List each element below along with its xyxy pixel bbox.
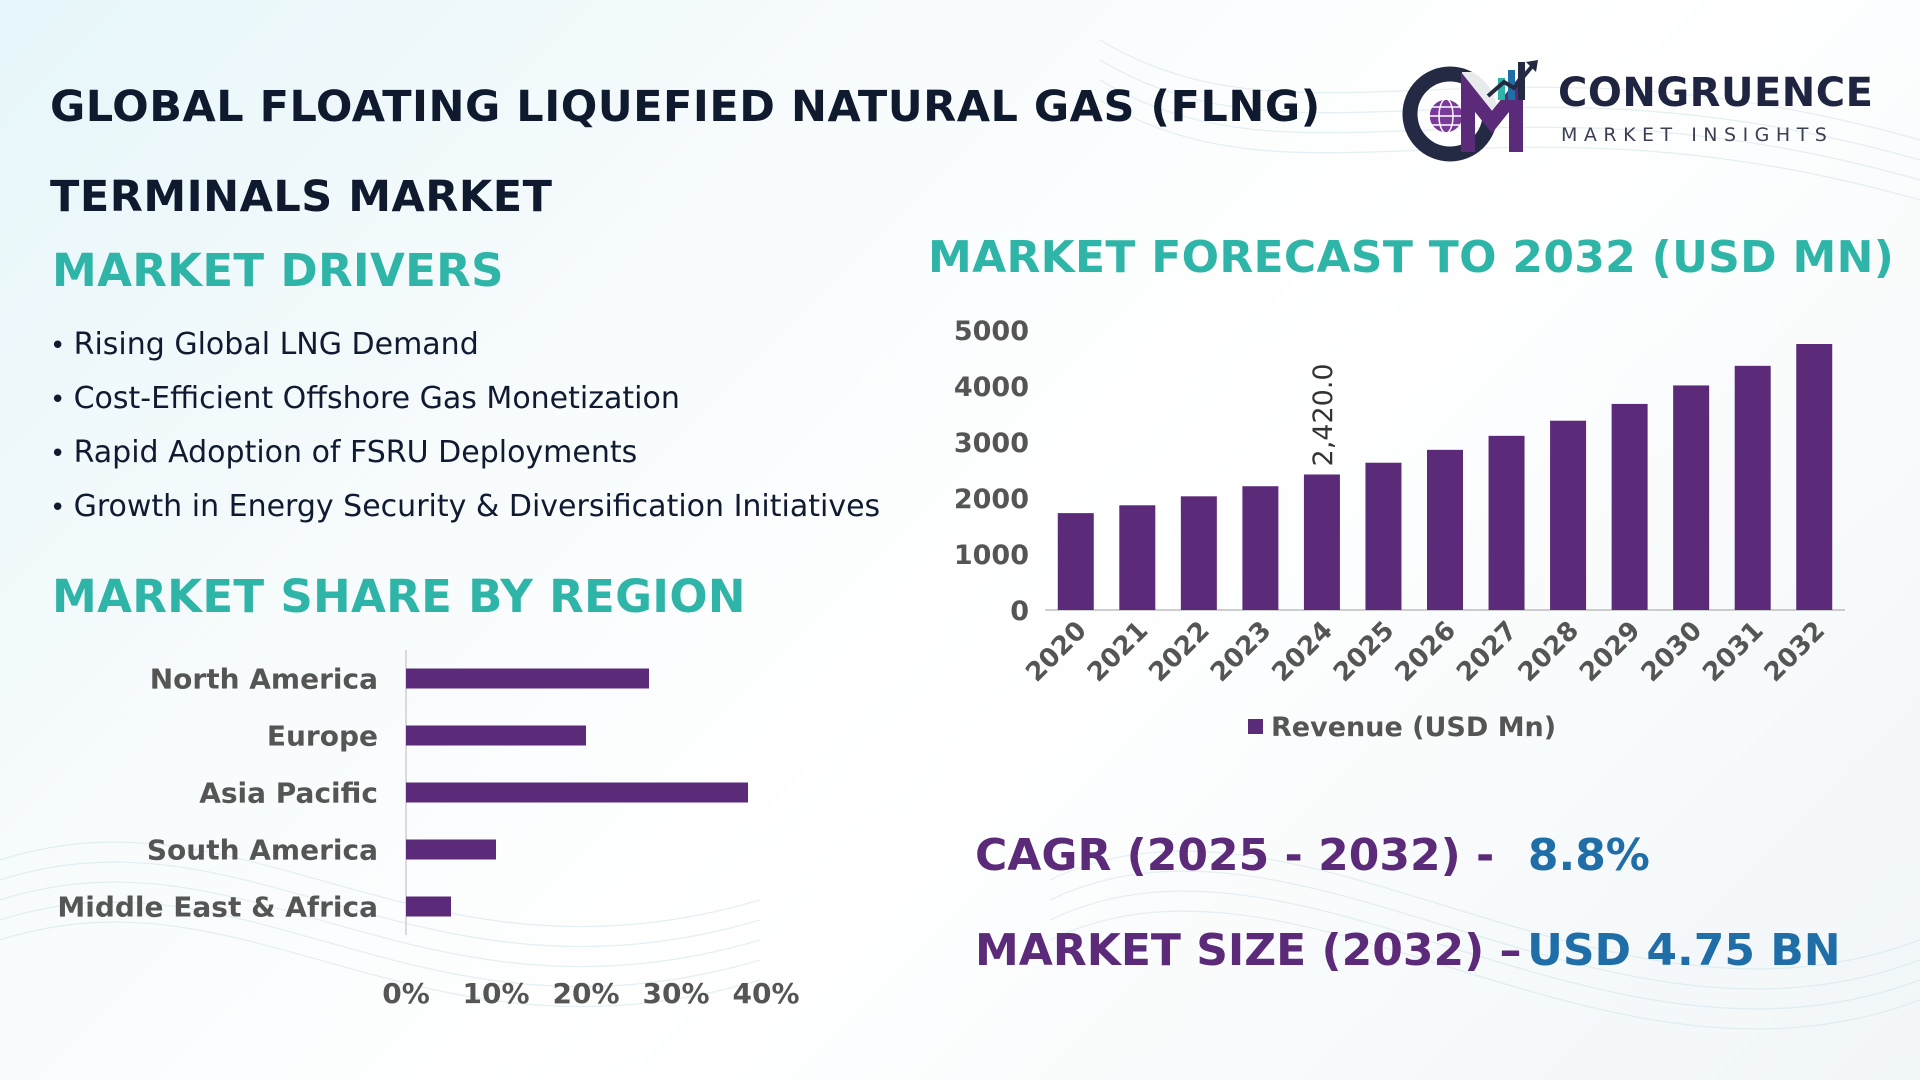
driver-item: Growth in Energy Security & Diversificat… (50, 480, 881, 534)
y-tick-label: 0 (1010, 596, 1029, 627)
x-tick-label: 2032 (1759, 616, 1831, 688)
bar (406, 896, 451, 917)
forecast-heading: MARKET FORECAST TO 2032 (USD MN) (928, 232, 1895, 283)
x-tick-label: 2031 (1697, 616, 1769, 688)
x-tick-label: 0% (382, 977, 430, 1010)
x-tick-label: 2027 (1451, 616, 1523, 688)
x-tick-label: 2025 (1328, 616, 1400, 688)
y-tick-label: 2000 (954, 484, 1029, 515)
region-bar-chart: North America Europe Asia Pacific South Ame… (57, 650, 800, 1010)
drivers-heading: MARKET DRIVERS (52, 244, 504, 297)
bar (1611, 403, 1648, 610)
x-tick-label: 30% (642, 977, 709, 1010)
drivers-list: Rising Global LNG Demand Cost-Efficient … (50, 318, 881, 534)
logo: CONGRUENCE MARKET INSIGHTS (1400, 52, 1874, 162)
region-heading: MARKET SHARE BY REGION (52, 570, 746, 623)
y-category-label: Asia Pacific (199, 777, 378, 810)
cagr-value: 8.8% (1527, 830, 1650, 881)
x-tick-label: 2021 (1082, 616, 1154, 688)
bar (406, 839, 496, 860)
x-tick-label: 2029 (1574, 616, 1646, 688)
logo-mark-icon (1402, 60, 1538, 162)
title-line-2: TERMINALS MARKET (50, 172, 553, 222)
market-size-kpi: MARKET SIZE (2032) – USD 4.75 BN (975, 925, 1841, 976)
market-size-label: MARKET SIZE (2032) – (975, 925, 1522, 976)
bar (1057, 513, 1094, 610)
bar (1673, 385, 1710, 610)
bar (1734, 365, 1771, 610)
bar (1242, 486, 1279, 610)
x-tick-label: 2028 (1513, 616, 1585, 688)
bar (1180, 496, 1217, 610)
title-line-1: GLOBAL FLOATING LIQUEFIED NATURAL GAS (F… (50, 82, 1321, 132)
x-tick-label: 40% (732, 977, 799, 1010)
market-size-value: USD 4.75 BN (1527, 925, 1841, 976)
logo-name: CONGRUENCE (1558, 70, 1874, 116)
y-category-label: South America (147, 834, 378, 867)
cagr-kpi: CAGR (2025 - 2032) - 8.8% (975, 830, 1650, 881)
cagr-label: CAGR (2025 - 2032) - (975, 830, 1495, 881)
data-label: 2,420.0 (1308, 363, 1339, 466)
y-tick-label: 3000 (954, 428, 1029, 459)
y-category-label: Middle East & Africa (57, 891, 378, 924)
forecast-bar-chart: 0100020003000400050002020202120222023202… (954, 316, 1845, 743)
x-tick-label: 2023 (1205, 616, 1277, 688)
y-category-label: North America (150, 663, 378, 696)
y-tick-label: 4000 (954, 372, 1029, 403)
bar (1119, 505, 1156, 610)
driver-item: Rapid Adoption of FSRU Deployments (50, 426, 880, 480)
driver-item: Cost-Efficient Offshore Gas Monetization (50, 372, 880, 426)
y-tick-label: 5000 (954, 316, 1029, 347)
x-tick-label: 10% (462, 977, 529, 1010)
bar (406, 782, 748, 803)
bar (406, 668, 649, 689)
bar (406, 725, 586, 746)
x-tick-label: 2020 (1020, 616, 1092, 688)
page-title: GLOBAL FLOATING LIQUEFIED NATURAL GAS (F… (50, 62, 1370, 242)
legend-label: Revenue (USD Mn) (1271, 712, 1556, 743)
bar (1488, 435, 1525, 610)
logo-tagline: MARKET INSIGHTS (1561, 124, 1834, 146)
bar (1550, 420, 1587, 610)
bar (1365, 462, 1402, 610)
x-tick-label: 2026 (1390, 616, 1462, 688)
bar (1427, 449, 1463, 610)
y-tick-label: 1000 (954, 540, 1029, 571)
x-tick-label: 20% (552, 977, 619, 1010)
y-category-label: Europe (267, 720, 378, 753)
x-tick-label: 2030 (1636, 616, 1708, 688)
bar (1796, 344, 1833, 610)
x-tick-label: 2022 (1143, 616, 1215, 688)
driver-item: Rising Global LNG Demand (50, 318, 880, 372)
x-tick-label: 2024 (1266, 616, 1338, 688)
legend-swatch (1248, 719, 1263, 734)
bar (1303, 474, 1340, 610)
